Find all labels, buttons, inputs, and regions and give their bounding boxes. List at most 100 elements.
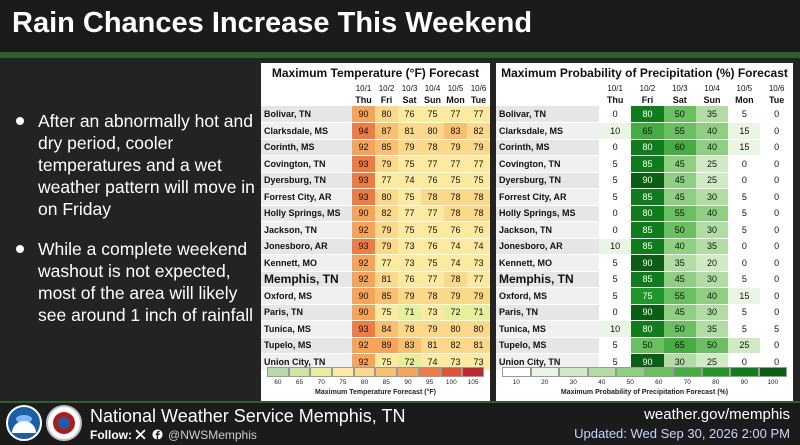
precip-cell: 0	[760, 304, 793, 321]
table-row: Jonesboro, AR 93 79 73 76 74 74	[261, 238, 490, 255]
bullet-dot-icon	[16, 117, 24, 125]
city-name: Corinth, MS	[496, 139, 599, 156]
x-social-icon[interactable]	[135, 429, 146, 440]
legend-tick: 95	[426, 379, 434, 386]
legend-tick: 90	[404, 379, 412, 386]
precip-cell: 90	[631, 172, 664, 189]
precip-cell: 90	[631, 304, 664, 321]
legend-tick: 100	[767, 379, 779, 386]
day-header: Tue	[470, 95, 487, 105]
temperature-cell: 80	[375, 188, 398, 206]
table-row: Oxford, MS 5 75 55 40 15 0	[496, 287, 793, 305]
city-name: Oxford, MS	[261, 287, 352, 305]
precip-cell: 35	[663, 254, 696, 272]
temperature-cell: 75	[398, 221, 421, 239]
temperature-cell: 77	[375, 172, 398, 189]
precip-cell: 25	[695, 172, 729, 189]
table-row: Forrest City, AR 5 85 45 30 5 0	[496, 188, 793, 206]
table-row: Tupelo, MS 92 89 83 81 82 81	[261, 337, 490, 354]
table-row: Kennett, MO 92 77 73 75 74 73	[261, 254, 490, 272]
precip-cell: 45	[663, 155, 696, 173]
temperature-panel-title: Maximum Temperature (°F) Forecast	[271, 66, 480, 80]
city-name: Bolivar, TN	[496, 106, 599, 123]
precip-cell: 0	[728, 254, 761, 272]
table-row: Holly Springs, MS 0 80 55 40 5 0	[496, 205, 793, 222]
temperature-cell: 76	[398, 106, 421, 123]
temperature-cell: 93	[352, 155, 375, 173]
precip-cell: 5	[599, 172, 632, 189]
precip-cell: 0	[760, 122, 793, 140]
temperature-cell: 73	[398, 238, 421, 255]
temperature-legend-bar	[267, 367, 484, 377]
precip-cell: 80	[631, 320, 664, 338]
temperature-cell: 80	[444, 320, 467, 338]
social-handle-link[interactable]: @NWSMemphis	[168, 428, 257, 442]
precip-cell: 30	[695, 221, 729, 239]
legend-tick: 50	[626, 379, 634, 386]
temperature-cell: 94	[352, 122, 375, 140]
date-header: 10/2	[378, 84, 395, 93]
legend-swatch	[462, 367, 484, 377]
precipitation-legend-label: Maximum Probability of Precipitation For…	[560, 389, 729, 396]
temperature-legend-ticks: 60 65 70 75 80 85 90 95 100 105	[267, 379, 484, 386]
temperature-cell: 75	[467, 172, 490, 189]
precip-cell: 40	[663, 238, 696, 255]
temperature-legend-label: Maximum Temperature Forecast (°F)	[315, 389, 436, 396]
legend-swatch	[616, 367, 645, 377]
legend-tick: 60	[655, 379, 663, 386]
precip-cell: 0	[599, 221, 632, 239]
day-header: Sun	[424, 95, 441, 105]
legend-tick: 30	[569, 379, 577, 386]
precip-cell: 45	[663, 172, 696, 189]
temperature-cell: 75	[375, 304, 398, 321]
precip-cell: 5	[599, 287, 632, 305]
temperature-cell: 78	[421, 188, 444, 206]
city-name: Corinth, MS	[261, 139, 352, 156]
table-row: Jonesboro, AR 10 85 40 35 0 0	[496, 238, 793, 255]
temperature-cell: 77	[398, 205, 421, 222]
legend-swatch	[673, 367, 702, 377]
table-row: Corinth, MS 0 80 60 40 15 0	[496, 139, 793, 156]
legend-tick: 100	[445, 379, 457, 386]
precip-cell: 15	[728, 139, 761, 156]
precip-cell: 50	[631, 337, 664, 354]
temperature-cell: 74	[444, 254, 467, 272]
precip-cell: 35	[695, 106, 729, 123]
city-name: Dyersburg, TN	[496, 172, 599, 189]
city-name: Memphis, TN	[261, 271, 352, 288]
temperature-cell: 77	[421, 205, 444, 222]
day-header: Tue	[768, 95, 785, 105]
temperature-cell: 92	[352, 221, 375, 239]
precip-cell: 0	[599, 139, 632, 156]
precip-cell: 30	[663, 353, 696, 371]
city-name: Forrest City, AR	[496, 188, 599, 206]
precip-cell: 80	[631, 205, 664, 222]
facebook-icon[interactable]	[152, 429, 163, 440]
legend-swatch	[758, 367, 787, 377]
precip-cell: 0	[760, 155, 793, 173]
website-link[interactable]: weather.gov/memphis	[644, 406, 790, 423]
precip-cell: 5	[728, 271, 761, 288]
legend-swatch	[440, 367, 463, 377]
precip-cell: 0	[760, 205, 793, 222]
city-name: Jonesboro, AR	[496, 238, 599, 255]
precip-cell: 5	[728, 304, 761, 321]
city-name: Tunica, MS	[496, 320, 599, 338]
city-name: Jackson, TN	[261, 221, 352, 239]
legend-tick: 90	[740, 379, 748, 386]
temperature-cell: 77	[421, 271, 444, 288]
legend-swatch	[310, 367, 333, 377]
temperature-cell: 79	[444, 287, 467, 305]
legend-swatch	[332, 367, 354, 377]
temperature-cell: 85	[375, 139, 398, 156]
city-name: Kennett, MO	[261, 254, 352, 272]
precip-cell: 55	[663, 287, 696, 305]
precipitation-panel-title: Maximum Probability of Precipitation (%)…	[501, 66, 788, 80]
table-row: Dyersburg, TN 93 77 74 76 75 75	[261, 172, 490, 189]
city-name: Dyersburg, TN	[261, 172, 352, 189]
city-name: Union City, TN	[496, 353, 599, 371]
table-row: Holly Springs, MS 90 82 77 77 78 78	[261, 205, 490, 222]
temperature-cell: 77	[444, 106, 467, 123]
precip-cell: 85	[631, 188, 664, 206]
